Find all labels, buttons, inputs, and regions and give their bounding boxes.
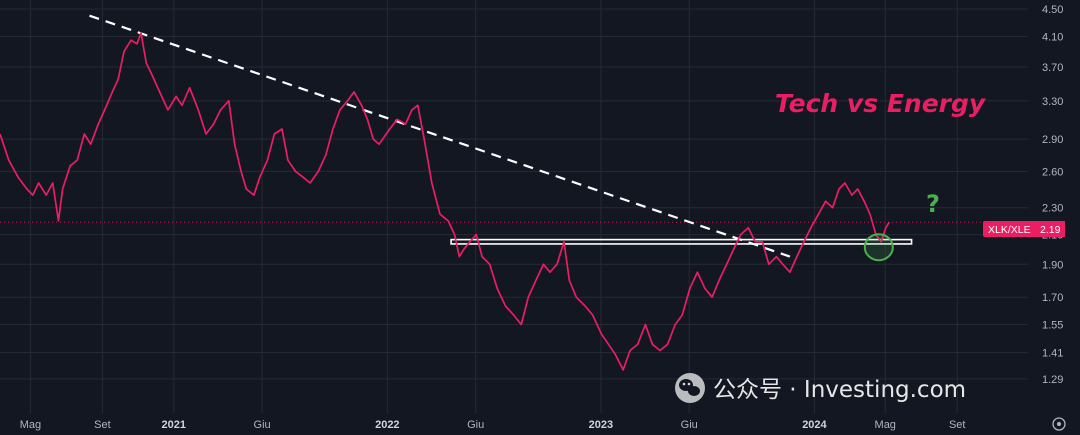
y-axis: 4.504.103.703.302.902.602.302.101.901.70… bbox=[1042, 4, 1063, 386]
wechat-icon bbox=[675, 373, 705, 403]
x-tick-label: 2023 bbox=[589, 419, 613, 431]
support-band bbox=[450, 238, 913, 245]
chart-title: Tech vs Energy bbox=[775, 89, 987, 118]
x-tick-label: Giu bbox=[681, 419, 698, 431]
y-tick-label: 1.90 bbox=[1042, 259, 1063, 271]
x-tick-label: Set bbox=[94, 419, 111, 431]
series-layer bbox=[0, 32, 891, 371]
x-tick-label: 2024 bbox=[802, 419, 827, 431]
y-tick-label: 2.60 bbox=[1042, 166, 1063, 178]
y-tick-label: 3.70 bbox=[1042, 62, 1063, 74]
x-tick-label: Giu bbox=[467, 419, 484, 431]
x-tick-label: Set bbox=[949, 419, 966, 431]
y-tick-label: 2.30 bbox=[1042, 203, 1063, 215]
x-tick-label: 2022 bbox=[375, 419, 399, 431]
watermark: 公众号 · Investing.com bbox=[675, 373, 966, 403]
y-tick-label: 3.30 bbox=[1042, 96, 1063, 108]
y-tick-label: 1.41 bbox=[1042, 348, 1063, 360]
y-tick-label: 2.90 bbox=[1042, 134, 1063, 146]
x-tick-label: 2021 bbox=[162, 419, 186, 431]
x-tick-label: Mag bbox=[20, 419, 41, 431]
x-tick-label: Mag bbox=[875, 419, 896, 431]
y-tick-label: 4.10 bbox=[1042, 32, 1063, 44]
highlight-circle bbox=[863, 233, 894, 262]
chart-settings-button[interactable] bbox=[1052, 417, 1066, 431]
y-tick-label: 4.50 bbox=[1042, 4, 1063, 16]
last-value-badge: XLK/XLE 2.19 bbox=[983, 221, 1065, 237]
watermark-text: 公众号 · Investing.com bbox=[713, 377, 966, 403]
x-tick-label: Giu bbox=[254, 419, 271, 431]
series-line bbox=[0, 32, 891, 371]
x-axis: Mag Set 2021 Giu 2022 Giu 2023 Giu 2024 Mag Set bbox=[20, 419, 966, 431]
highlight-layer bbox=[863, 233, 894, 262]
support-band-layer bbox=[450, 238, 913, 245]
last-value-label: 2.19 bbox=[1040, 224, 1061, 236]
annotation-question-mark: ? bbox=[926, 190, 940, 218]
y-tick-label: 1.29 bbox=[1042, 374, 1063, 386]
grid bbox=[0, 0, 1028, 413]
y-tick-label: 1.70 bbox=[1042, 292, 1063, 304]
trendline-layer bbox=[89, 14, 791, 258]
trendline bbox=[89, 14, 791, 258]
y-tick-label: 1.55 bbox=[1042, 320, 1063, 332]
symbol-label: XLK/XLE bbox=[988, 224, 1031, 236]
